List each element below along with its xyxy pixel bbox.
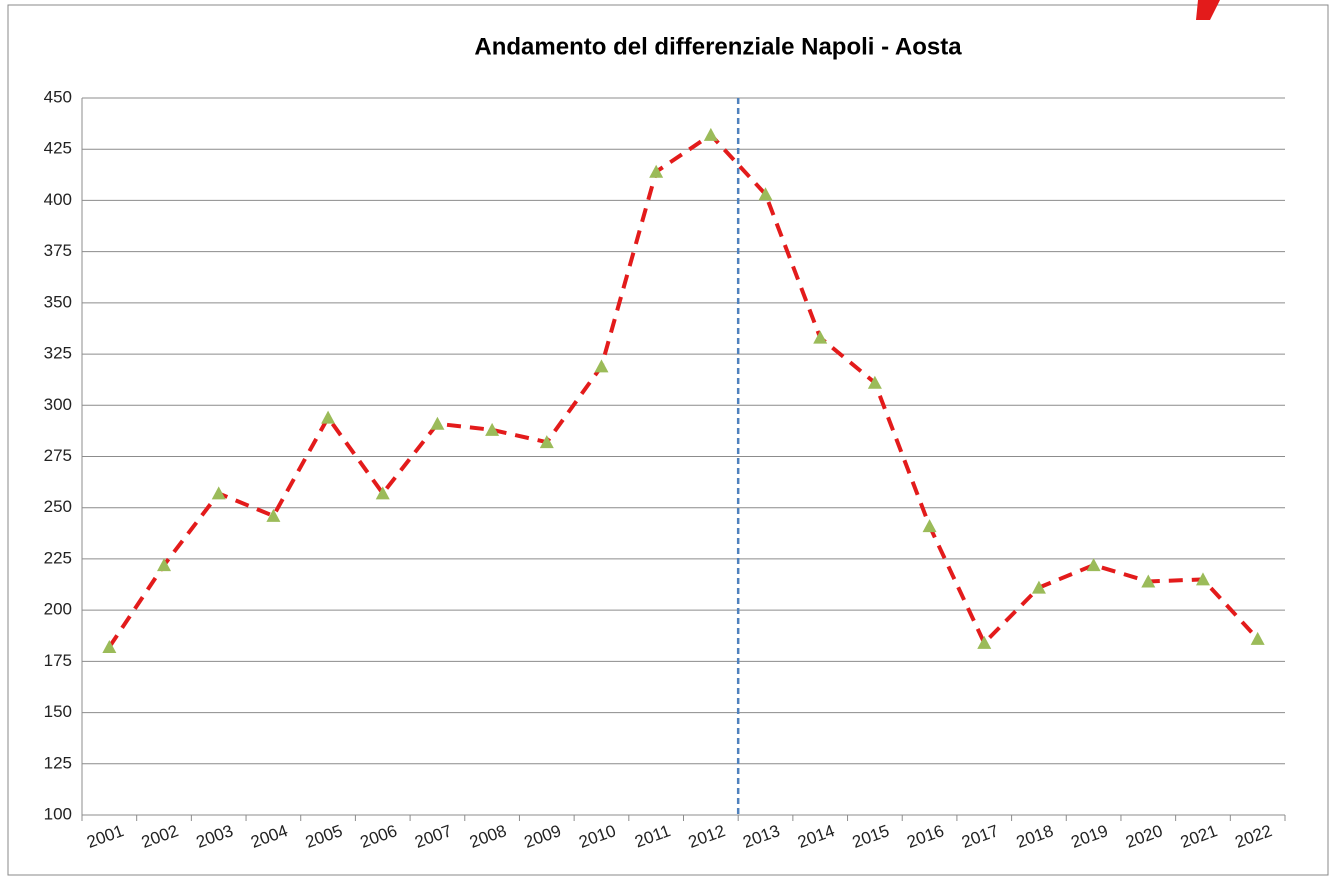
chart-frame [7,4,1329,876]
y-tick-label: 200 [44,600,72,619]
decor-stripe [1196,0,1220,20]
marker [1086,558,1101,572]
marker [321,410,336,424]
y-tick-label: 125 [44,753,72,772]
marker [1195,572,1210,586]
y-tick-label: 175 [44,651,72,670]
marker [649,164,664,178]
marker [1250,631,1265,645]
marker [102,640,117,654]
y-tick-label: 275 [44,446,72,465]
marker [977,635,992,649]
marker [594,359,609,373]
y-tick-label: 450 [44,87,72,106]
marker [157,558,172,572]
marker [485,422,500,436]
y-tick-label: 150 [44,702,72,721]
marker [1031,580,1046,594]
y-tick-label: 350 [44,292,72,311]
marker [867,375,882,389]
y-tick-label: 100 [44,804,72,823]
y-tick-label: 325 [44,344,72,363]
y-tick-label: 225 [44,548,72,567]
marker [758,187,773,201]
data-line [107,132,1260,649]
y-tick-label: 425 [44,139,72,158]
marker [1141,574,1156,588]
marker [703,127,718,141]
marker [375,486,390,500]
y-tick-label: 400 [44,190,72,209]
marker [813,330,828,344]
y-tick-label: 300 [44,395,72,414]
y-tick-label: 375 [44,241,72,260]
marker [539,435,554,449]
marker [922,519,937,533]
marker [266,508,281,522]
y-tick-label: 250 [44,497,72,516]
marker [211,486,226,500]
chart-title: Andamento del differenziale Napoli - Aos… [474,33,962,60]
marker [430,416,445,430]
